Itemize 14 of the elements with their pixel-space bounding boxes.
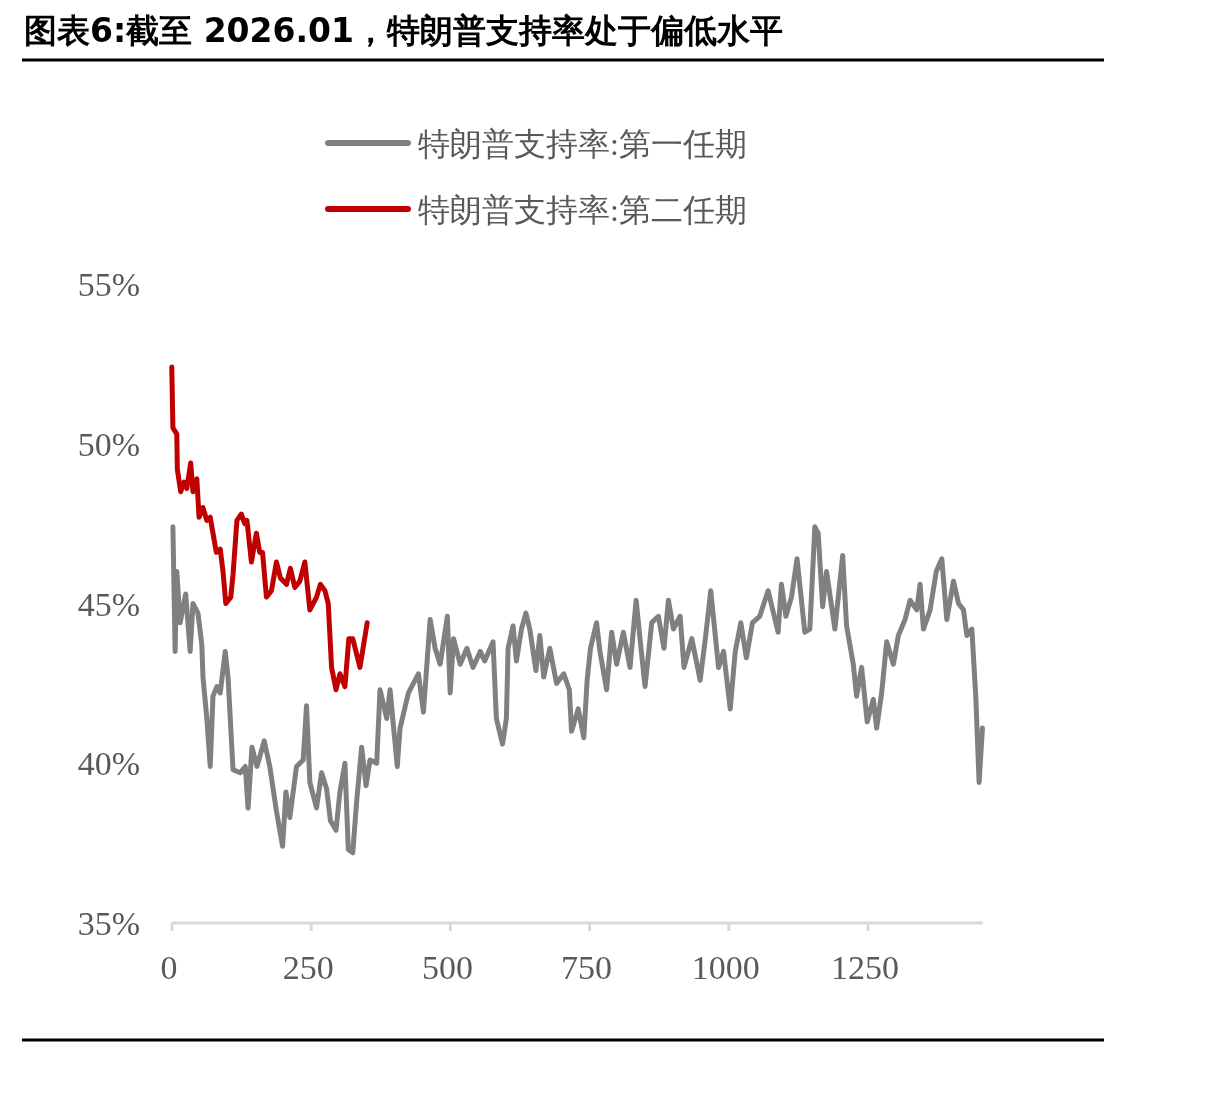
- x-tick-label: 0: [160, 949, 178, 986]
- y-tick-label: 50%: [77, 425, 140, 463]
- y-tick-label: 55%: [77, 266, 140, 303]
- legend-label: 特朗普支持率:第一任期: [418, 126, 747, 162]
- x-tick-label: 1250: [830, 949, 899, 986]
- x-tick-label: 750: [561, 949, 613, 986]
- x-tick-label: 500: [421, 949, 473, 986]
- y-tick-label: 45%: [77, 585, 140, 623]
- x-tick-label: 1000: [691, 949, 760, 986]
- y-tick-label: 40%: [77, 745, 140, 783]
- y-tick-label: 35%: [77, 905, 140, 942]
- legend-label: 特朗普支持率:第二任期: [418, 192, 747, 228]
- x-tick-label: 250: [282, 949, 334, 986]
- chart-title: 图表6:截至 2026.01，特朗普支持率处于偏低水平: [24, 11, 783, 50]
